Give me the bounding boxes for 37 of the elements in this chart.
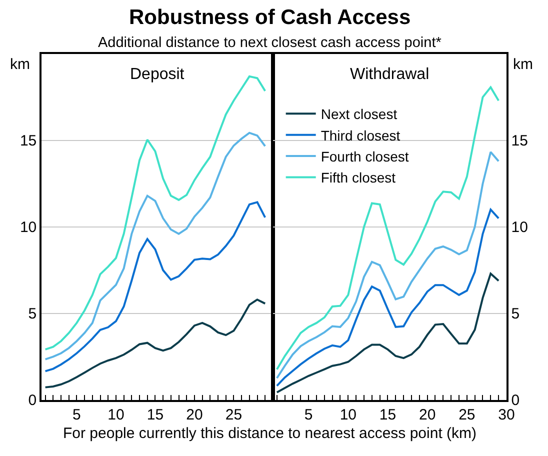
line-series	[44, 132, 266, 360]
x-tick-label: 5	[304, 406, 313, 424]
line-series	[44, 201, 266, 372]
line-series	[276, 86, 500, 370]
chart-subtitle: Additional distance to next closest cash access point*	[98, 35, 442, 51]
y2-axis-title: km	[513, 56, 533, 73]
x-tick-label: 15	[146, 406, 164, 424]
line-series	[276, 272, 500, 394]
x-tick-label: 20	[186, 406, 203, 424]
x-tick-label: 25	[225, 406, 242, 424]
x-tick-label: 25	[458, 406, 476, 424]
y2-tick-label: 0	[511, 392, 520, 410]
legend-label: Next closest	[320, 106, 398, 122]
line-series	[276, 208, 500, 387]
x-axis-title: For people currently this distance to nearest access point (km)	[63, 425, 477, 442]
x-tick-label: 5	[72, 406, 81, 424]
x-tick-label: 15	[379, 406, 396, 424]
y-tick-label: 0	[28, 392, 37, 410]
annotation: Deposit	[130, 66, 185, 83]
legend-label: Fourth closest	[320, 148, 409, 164]
x-tick-label: 20	[418, 406, 436, 424]
annotation: Withdrawal	[350, 66, 430, 83]
line-series	[44, 298, 266, 388]
x-tick-label: 30	[498, 406, 515, 424]
legend-label: Fifth closest	[320, 170, 396, 186]
y-axis-title: km	[10, 56, 30, 73]
y-tick-label: 10	[20, 219, 37, 236]
y-tick-label: 5	[28, 306, 37, 323]
y2-tick-label: 5	[511, 306, 520, 323]
y-tick-label: 15	[20, 132, 37, 150]
x-tick-label: 10	[108, 406, 124, 424]
chart-title: Robustness of Cash Access	[129, 6, 411, 29]
y2-tick-label: 15	[511, 132, 528, 150]
legend-label: Third closest	[320, 127, 400, 144]
line-series	[276, 151, 500, 380]
x-tick-label: 10	[340, 406, 357, 424]
y2-tick-label: 10	[511, 219, 528, 236]
